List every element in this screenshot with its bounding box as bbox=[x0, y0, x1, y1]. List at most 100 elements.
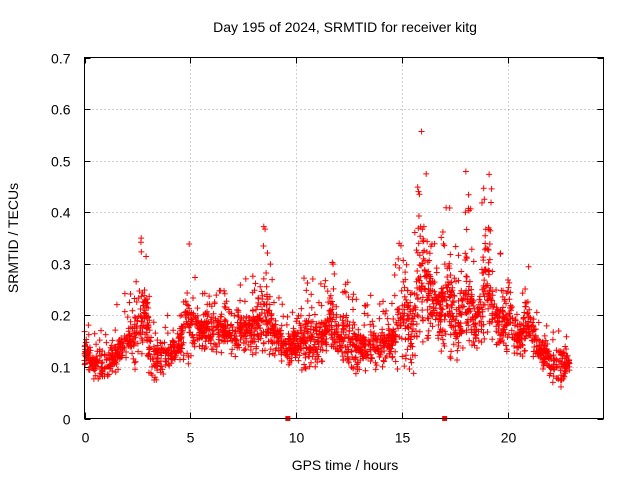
data-point bbox=[475, 328, 482, 335]
data-point bbox=[419, 294, 426, 301]
data-point bbox=[307, 338, 314, 345]
data-point bbox=[278, 358, 285, 365]
data-point bbox=[275, 348, 282, 355]
data-point bbox=[425, 315, 432, 322]
data-point bbox=[499, 307, 506, 314]
data-point bbox=[98, 327, 105, 334]
data-point bbox=[562, 343, 569, 350]
data-point bbox=[402, 269, 409, 276]
data-point bbox=[380, 298, 387, 305]
data-point bbox=[478, 322, 485, 329]
data-point bbox=[314, 351, 321, 358]
data-point bbox=[353, 342, 360, 349]
data-point bbox=[544, 340, 551, 347]
data-point bbox=[412, 306, 419, 313]
data-point bbox=[489, 316, 496, 323]
data-point bbox=[400, 278, 407, 285]
data-point bbox=[346, 321, 353, 328]
data-point bbox=[179, 329, 186, 336]
data-point bbox=[405, 331, 412, 338]
data-point bbox=[333, 311, 340, 318]
data-point bbox=[319, 347, 326, 354]
data-point bbox=[522, 347, 529, 354]
data-point bbox=[143, 336, 150, 343]
data-point bbox=[311, 336, 318, 343]
data-point bbox=[242, 275, 249, 282]
data-point bbox=[395, 309, 402, 316]
data-point bbox=[390, 315, 397, 322]
data-point bbox=[353, 296, 360, 303]
data-point bbox=[312, 363, 319, 370]
data-point bbox=[447, 251, 454, 258]
data-point bbox=[472, 320, 479, 327]
data-point bbox=[225, 306, 232, 313]
data-point bbox=[117, 341, 124, 348]
data-point bbox=[475, 308, 482, 315]
data-point bbox=[137, 239, 144, 246]
data-point bbox=[487, 295, 494, 302]
data-point bbox=[192, 274, 199, 281]
data-point bbox=[330, 261, 337, 268]
data-point bbox=[133, 278, 140, 285]
data-point bbox=[308, 291, 315, 298]
data-point bbox=[163, 347, 170, 354]
data-point bbox=[361, 322, 368, 329]
data-point bbox=[133, 298, 140, 305]
data-point bbox=[486, 268, 493, 275]
data-point bbox=[269, 276, 276, 283]
data-point bbox=[447, 353, 454, 360]
data-point bbox=[157, 339, 164, 346]
data-point bbox=[131, 359, 138, 366]
data-point bbox=[560, 349, 567, 356]
data-point bbox=[424, 306, 431, 313]
data-point bbox=[126, 339, 133, 346]
data-point bbox=[462, 250, 469, 257]
data-point bbox=[164, 312, 171, 319]
data-point bbox=[154, 342, 161, 349]
data-point bbox=[381, 333, 388, 340]
y-tick-label: 0.4 bbox=[51, 205, 71, 221]
data-point bbox=[302, 351, 309, 358]
data-point bbox=[436, 328, 443, 335]
data-point bbox=[479, 199, 486, 206]
data-point bbox=[150, 319, 157, 326]
data-point bbox=[464, 273, 471, 280]
data-point bbox=[135, 348, 142, 355]
data-point bbox=[299, 337, 306, 344]
data-point bbox=[322, 341, 329, 348]
data-point bbox=[249, 289, 256, 296]
data-point bbox=[467, 308, 474, 315]
data-point bbox=[411, 229, 418, 236]
data-point bbox=[562, 361, 569, 368]
data-point bbox=[140, 302, 147, 309]
data-point bbox=[424, 315, 431, 322]
data-point bbox=[304, 330, 311, 337]
data-point bbox=[454, 347, 461, 354]
data-point bbox=[457, 310, 464, 317]
data-point bbox=[85, 322, 92, 329]
data-point bbox=[232, 335, 239, 342]
data-point bbox=[143, 253, 150, 260]
data-point bbox=[209, 331, 216, 338]
data-point bbox=[330, 285, 337, 292]
data-point bbox=[86, 367, 93, 374]
data-point bbox=[313, 330, 320, 337]
data-point bbox=[329, 259, 336, 266]
data-point bbox=[451, 275, 458, 282]
data-point bbox=[497, 338, 504, 345]
data-point bbox=[249, 351, 256, 358]
data-point bbox=[472, 312, 479, 319]
data-point bbox=[406, 365, 413, 372]
data-point bbox=[416, 252, 423, 259]
data-point bbox=[238, 332, 245, 339]
data-point bbox=[455, 322, 462, 329]
data-point bbox=[318, 302, 325, 309]
data-point bbox=[421, 257, 428, 264]
data-point bbox=[423, 272, 430, 279]
data-point bbox=[448, 289, 455, 296]
data-point bbox=[135, 295, 142, 302]
data-point bbox=[170, 327, 177, 334]
data-point bbox=[389, 329, 396, 336]
data-point bbox=[561, 370, 568, 377]
data-point bbox=[186, 241, 193, 248]
